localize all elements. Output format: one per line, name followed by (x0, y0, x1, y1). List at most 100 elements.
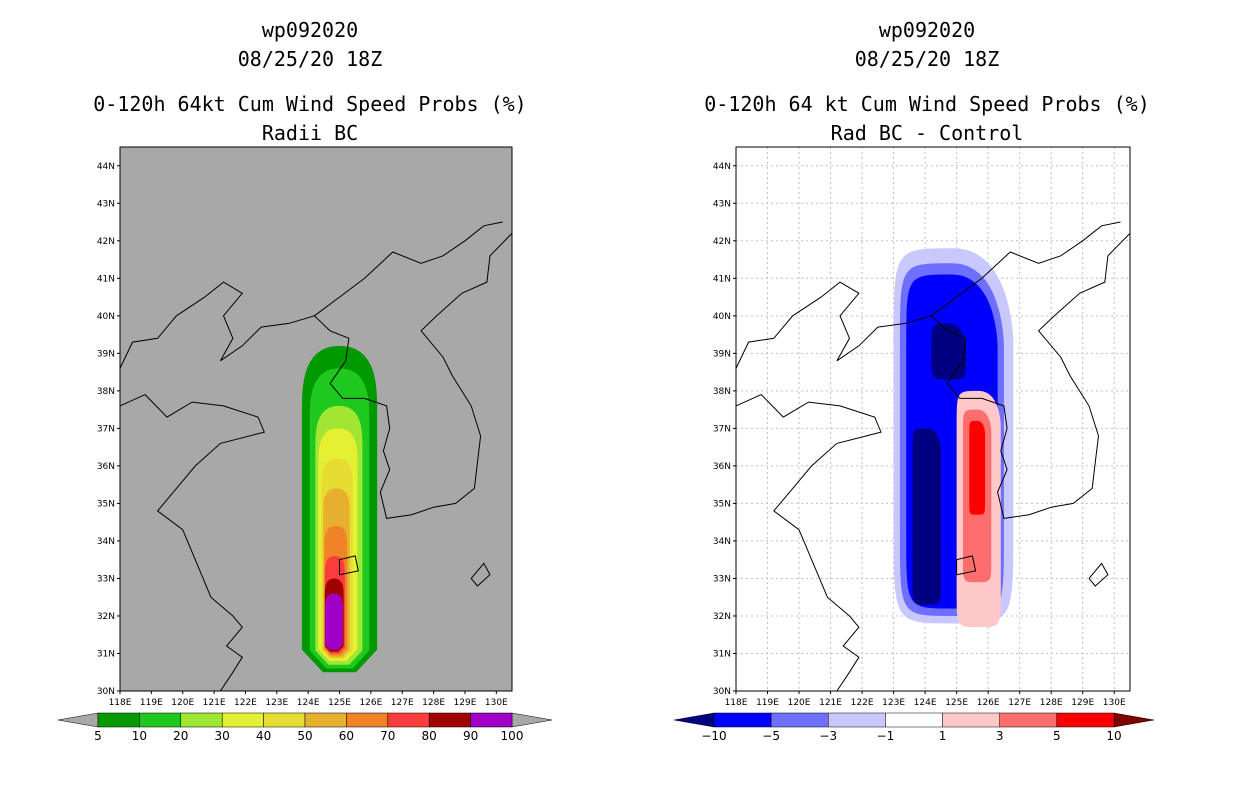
chart-title: 0-120h 64 kt Cum Wind Speed Probs (%) (704, 92, 1150, 116)
colorbar-low-arrow (57, 712, 99, 728)
right-panel-header: wp092020 08/25/20 18Z 0-120h 64 kt Cum W… (618, 16, 1236, 148)
colorbar-swatch (180, 712, 223, 728)
colorbar-label: 50 (297, 729, 312, 743)
colorbar-label: 40 (256, 729, 271, 743)
plot-frame (119, 146, 513, 692)
difference-panel: 118E 119E 120E 121E 122E 123E 124E 125E 126E 127E… (673, 146, 1155, 743)
x-tick-label: 129E (454, 698, 477, 708)
y-tick-label: 34N (97, 537, 115, 547)
y-tick-label: 40N (713, 312, 731, 322)
contour-level (969, 420, 986, 515)
colorbar-label: 30 (215, 729, 230, 743)
colorbar-swatch (999, 712, 1058, 728)
x-tick-label: 121E (819, 698, 842, 708)
x-tick-label: 118E (109, 698, 132, 708)
contour-level (931, 323, 967, 380)
island-outline (1088, 562, 1109, 587)
x-tick-label: 120E (788, 698, 811, 708)
x-tick-label: 118E (725, 698, 748, 708)
x-tick-label: 123E (882, 698, 905, 708)
y-tick-label: 38N (713, 387, 731, 397)
country-border (314, 221, 503, 317)
x-tick-label: 127E (1008, 698, 1031, 708)
x-tick-label: 128E (422, 698, 445, 708)
y-tick-label: 30N (97, 687, 115, 697)
chart-title: 0-120h 64kt Cum Wind Speed Probs (%) (93, 92, 527, 116)
y-tick-label: 33N (97, 574, 115, 584)
x-tick-label: 120E (171, 698, 194, 708)
colorbar: 5 10 20 30 40 50 60 70 80 90 100 (57, 712, 553, 743)
colorbar-label: 5 (1053, 729, 1061, 743)
radii-bc-panel: 118E 119E 120E 121E 122E 123E 124E 125E 126E 127E… (57, 146, 553, 743)
y-tick-label: 44N (713, 162, 731, 172)
valid-datetime: 08/25/20 18Z (854, 47, 1000, 71)
colorbar-label: −10 (701, 729, 726, 743)
y-tick-label: 34N (713, 537, 731, 547)
chart-subtitle: Radii BC (261, 121, 359, 145)
colorbar-swatch (221, 712, 264, 728)
colorbar: −10 −5 −3 −1 1 3 5 10 (673, 712, 1155, 743)
colorbar-swatch (346, 712, 389, 728)
colorbar-label: 1 (939, 729, 947, 743)
colorbar-low-arrow (673, 712, 715, 728)
x-tick-label: 126E (977, 698, 1000, 708)
colorbar-label: 100 (501, 729, 524, 743)
colorbar-swatch (713, 712, 772, 728)
island-outline (470, 562, 491, 587)
colorbar-label: −5 (762, 729, 780, 743)
x-tick-label: 122E (234, 698, 257, 708)
colorbar-label: 90 (463, 729, 478, 743)
coastline (735, 394, 882, 692)
coastline (119, 394, 265, 692)
y-tick-label: 42N (713, 237, 731, 247)
coastline (119, 232, 513, 519)
colorbar-swatch (770, 712, 829, 728)
y-tick-label: 44N (97, 162, 115, 172)
x-tick-label: 128E (1040, 698, 1063, 708)
storm-id: wp092020 (878, 18, 976, 42)
colorbar-high-arrow (511, 712, 553, 728)
island-outline (956, 555, 977, 576)
colorbar-label: −1 (877, 729, 895, 743)
x-tick-label: 129E (1071, 698, 1094, 708)
y-tick-label: 41N (97, 274, 115, 284)
colorbar-label: 5 (94, 729, 102, 743)
contour-level (912, 428, 941, 605)
colorbar-swatch (828, 712, 886, 728)
island-outline (339, 555, 359, 576)
y-tick-label: 36N (713, 462, 731, 472)
colorbar-label: 3 (996, 729, 1004, 743)
x-tick-label: 124E (914, 698, 937, 708)
x-tick-label: 130E (485, 698, 508, 708)
colorbar-swatch (885, 712, 943, 728)
y-tick-label: 30N (713, 687, 731, 697)
x-tick-label: 122E (851, 698, 874, 708)
plot-frame (735, 146, 1131, 692)
colorbar-swatch (942, 712, 1000, 728)
colorbar-label: −3 (819, 729, 837, 743)
storm-id: wp092020 (261, 18, 359, 42)
colorbar-label: 20 (173, 729, 188, 743)
y-tick-label: 33N (713, 574, 731, 584)
y-tick-label: 35N (97, 499, 115, 509)
colorbar-label: 80 (422, 729, 437, 743)
y-tick-label: 42N (97, 237, 115, 247)
y-tick-label: 32N (97, 612, 115, 622)
x-tick-label: 130E (1103, 698, 1126, 708)
colorbar-swatch (470, 712, 513, 728)
colorbar-label: 10 (1106, 729, 1121, 743)
x-tick-label: 121E (203, 698, 226, 708)
y-tick-label: 31N (97, 649, 115, 659)
colorbar-high-arrow (1113, 712, 1155, 728)
x-tick-label: 119E (756, 698, 779, 708)
y-tick-label: 32N (713, 612, 731, 622)
x-tick-label: 119E (140, 698, 163, 708)
y-tick-label: 43N (713, 199, 731, 209)
colorbar-swatch (428, 712, 471, 728)
y-tick-label: 31N (713, 649, 731, 659)
y-tick-label: 37N (97, 424, 115, 434)
y-tick-label: 36N (97, 462, 115, 472)
y-tick-label: 40N (97, 312, 115, 322)
y-tick-label: 41N (713, 274, 731, 284)
colorbar-swatch (1056, 712, 1115, 728)
